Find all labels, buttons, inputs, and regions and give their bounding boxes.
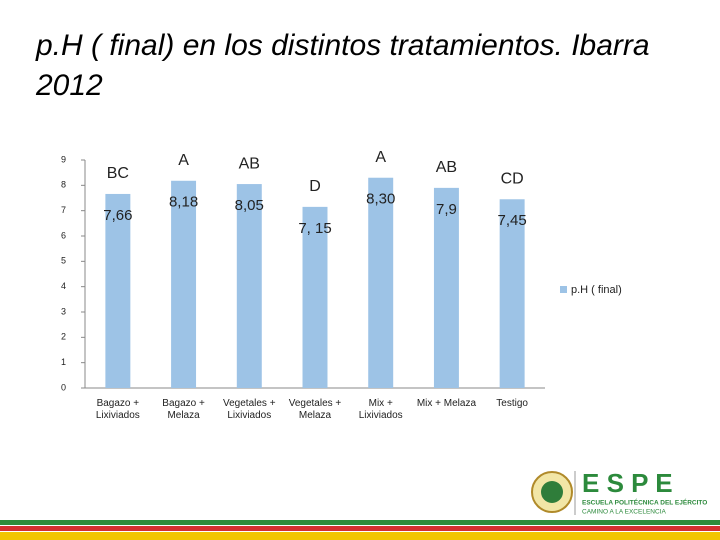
bar: [236, 184, 262, 388]
value-label: 7,45: [498, 212, 527, 229]
value-label: 8,18: [169, 194, 198, 211]
logo-emblem: E S P E ESCUELA POLITÉCNICA DEL EJÉRCITO…: [531, 468, 707, 516]
bar: [368, 177, 394, 388]
logo-motto: CAMINO A LA EXCELENCIA: [582, 509, 666, 516]
y-tick-label: 8: [61, 180, 66, 190]
y-tick-label: 6: [61, 230, 66, 240]
stripe: [0, 520, 720, 525]
logo-school: ESCUELA POLITÉCNICA DEL EJÉRCITO: [582, 498, 707, 507]
y-tick-label: 2: [61, 332, 66, 342]
legend-swatch: [560, 286, 567, 293]
legend-label: p.H ( final): [571, 284, 622, 296]
stripe: [0, 532, 720, 540]
stripe: [0, 526, 720, 531]
bar: [171, 180, 197, 388]
annotation: A: [375, 149, 386, 166]
annotation: AB: [436, 159, 457, 176]
y-tick-label: 7: [61, 205, 66, 215]
logo-name: E S P E: [582, 468, 673, 498]
y-tick-label: 4: [61, 281, 66, 291]
value-label: 7,9: [436, 201, 457, 218]
y-tick-label: 3: [61, 306, 66, 316]
annotation: D: [309, 178, 321, 195]
x-tick-label: Bagazo + Melaza: [162, 398, 205, 421]
y-tick-label: 0: [61, 382, 66, 392]
annotation: A: [178, 152, 189, 169]
y-tick-label: 9: [61, 154, 66, 164]
slide-title: p.H ( final) en los distintos tratamient…: [36, 29, 650, 102]
x-tick-label: Mix + Lixiviados: [358, 398, 403, 421]
x-tick-label: Bagazo + Lixiviados: [95, 398, 140, 421]
y-tick-label: 5: [61, 256, 66, 266]
annotation: BC: [107, 165, 129, 182]
annotation: AB: [239, 155, 260, 172]
value-label: 7,66: [103, 207, 132, 224]
bar: [302, 206, 328, 388]
value-label: 8,05: [235, 197, 264, 214]
chart: 0 1 2 3 4 5 6 7 8 9 7,66 BC 8,18 A 8,05 AB 7, 15 D 8,30 A 7,…: [61, 149, 622, 392]
bar: [433, 187, 459, 388]
x-tick-label: Vegetales + Melaza: [288, 398, 342, 421]
bar: [105, 193, 131, 388]
value-label: 8,30: [366, 191, 395, 208]
value-label: 7, 15: [298, 220, 331, 237]
x-tick-label: Testigo: [496, 398, 528, 409]
y-tick-label: 1: [61, 357, 66, 367]
x-tick-label: Mix + Melaza: [416, 398, 477, 409]
annotation: CD: [501, 170, 524, 187]
bar: [499, 199, 525, 388]
logo: E S P E ESCUELA POLITÉCNICA DEL EJÉRCITO…: [530, 465, 710, 520]
x-tick-label: Vegetales + Lixiviados: [223, 398, 276, 421]
